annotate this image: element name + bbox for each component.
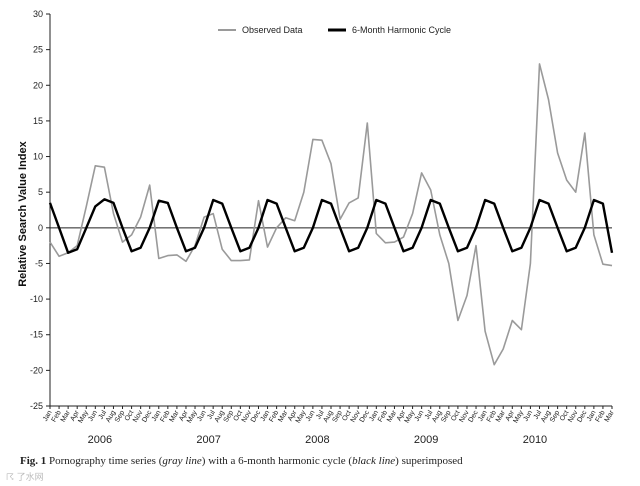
x-year-label: 2009 — [414, 434, 438, 446]
observed-data-line — [49, 63, 613, 366]
x-tick-label: Apr — [396, 409, 408, 423]
x-tick-label: Oct — [450, 409, 462, 422]
x-tick-label: Jan — [586, 409, 598, 422]
y-tick-label: 15 — [33, 116, 43, 126]
x-year-label: 2008 — [305, 434, 329, 446]
x-tick-label: Jun — [87, 409, 99, 422]
x-tick-label: Jan — [368, 409, 380, 422]
x-tick-label: Jun — [196, 409, 208, 422]
x-year-label: 2006 — [88, 434, 112, 446]
y-tick-label: 20 — [33, 80, 43, 90]
watermark: ☈ 了水网 — [6, 472, 44, 482]
x-tick-label: Apr — [69, 409, 81, 423]
caption-text: ) superimposed — [395, 455, 463, 467]
caption-fig-label: Fig. 1 — [20, 455, 47, 467]
y-tick-label: 30 — [33, 9, 43, 19]
x-year-label: 2007 — [196, 434, 220, 446]
legend: Observed Data 6-Month Harmonic Cycle — [218, 25, 451, 35]
x-tick-label: Oct — [559, 409, 571, 422]
figure-caption: Fig. 1 Pornography time series (gray lin… — [20, 455, 463, 467]
y-tick-label: -5 — [35, 258, 43, 268]
caption-black-line: black line — [352, 455, 396, 467]
legend-label: Observed Data — [242, 25, 303, 35]
caption-text: Pornography time series ( — [49, 455, 163, 467]
x-tick-label: Jul — [315, 409, 326, 421]
y-tick-label: -20 — [30, 365, 43, 375]
axes — [49, 14, 612, 407]
y-tick-label: -25 — [30, 401, 43, 411]
x-tick-label: Jul — [206, 409, 217, 421]
y-tick-label: -15 — [30, 330, 43, 340]
y-tick-label: 10 — [33, 152, 43, 162]
x-tick-label: Oct — [341, 409, 353, 422]
x-tick-label: Jan — [42, 409, 54, 422]
x-tick-label: Apr — [505, 409, 517, 423]
x-tick-label: Jun — [305, 409, 317, 422]
series-lines — [48, 63, 614, 366]
x-tick-label: Oct — [233, 409, 245, 422]
x-tick-label: Jun — [414, 409, 426, 422]
x-tick-label: Jan — [477, 409, 489, 422]
caption-text: ) with a 6-month harmonic cycle ( — [201, 455, 353, 467]
x-tick-label: Jul — [98, 409, 109, 421]
x-tick-label: Jul — [533, 409, 544, 421]
x-tick-label: Jul — [424, 409, 435, 421]
x-tick-label: Mar — [604, 409, 616, 424]
x-tick-label: Apr — [178, 409, 190, 423]
legend-label: 6-Month Harmonic Cycle — [352, 25, 451, 35]
x-tick-label: Jan — [260, 409, 272, 422]
x-tick-label: Jun — [522, 409, 534, 422]
y-tick-label: 0 — [38, 223, 43, 233]
x-year-label: 2010 — [523, 434, 547, 446]
y-ticks: -25 -20 -15 -10 -5 0 5 10 15 20 25 30 — [30, 9, 50, 411]
y-axis-label: Relative Search Value Index — [17, 140, 29, 286]
caption-gray-line: gray line — [162, 455, 202, 467]
x-tick-label: Oct — [124, 409, 136, 422]
harmonic-cycle-line — [48, 198, 614, 255]
x-ticks: JanFebMarAprMayJunJulAugSepOctNovDecJanF… — [42, 406, 616, 446]
x-tick-label: Apr — [287, 409, 299, 423]
y-tick-label: -10 — [30, 294, 43, 304]
y-tick-label: 5 — [38, 187, 43, 197]
y-tick-label: 25 — [33, 45, 43, 55]
x-tick-label: Jan — [151, 409, 163, 422]
